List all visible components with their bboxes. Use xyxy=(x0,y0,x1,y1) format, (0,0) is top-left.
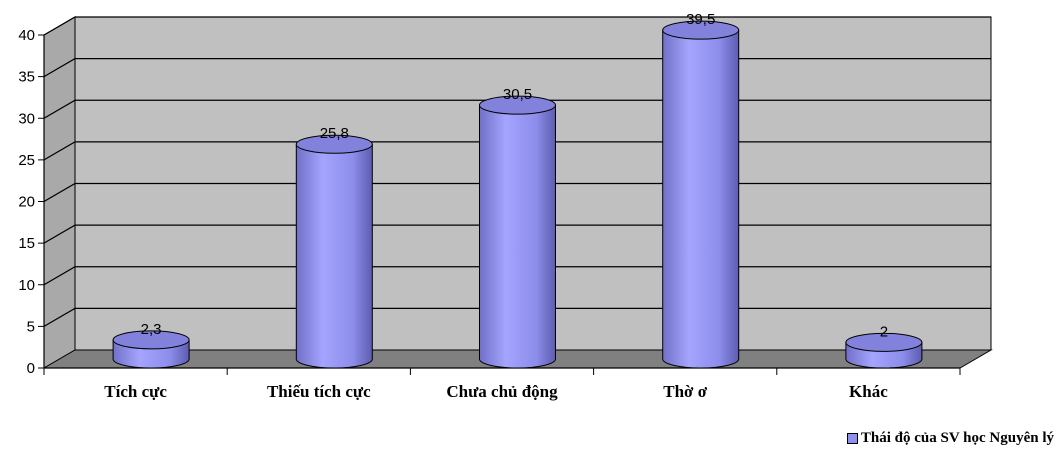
bar xyxy=(479,95,556,369)
bar xyxy=(662,20,740,369)
bar xyxy=(112,330,190,369)
bar-top xyxy=(479,95,556,115)
data-label: 25,8 xyxy=(320,125,349,142)
bar-top xyxy=(662,20,740,40)
data-label: 39,5 xyxy=(686,11,715,28)
category-label: Tích cực xyxy=(104,382,167,401)
bar-body xyxy=(295,143,373,369)
bar xyxy=(845,332,923,369)
bar-top xyxy=(112,330,190,350)
bar xyxy=(295,134,373,369)
data-label: 2,3 xyxy=(141,321,162,338)
bar-body xyxy=(662,29,740,369)
gridline xyxy=(43,16,991,36)
y-tick-label: 5 xyxy=(27,318,35,335)
legend-label: Thái độ của SV học Nguyên lý xyxy=(860,430,1054,446)
y-tick-label: 35 xyxy=(18,69,35,86)
y-tick-label: 15 xyxy=(18,235,35,252)
bar-top xyxy=(845,332,923,352)
y-tick-label: 10 xyxy=(18,277,35,294)
y-tick-label: 25 xyxy=(18,152,35,169)
legend: Thái độ của SV học Nguyên lý xyxy=(846,430,1054,447)
y-tick-label: 40 xyxy=(18,27,35,44)
y-tick-label: 0 xyxy=(27,360,35,377)
bar-chart: 0 5 10 15 20 25 30 35 40 2,3 25,8 30,5 39,5 2 Tích c… xyxy=(18,11,993,401)
legend-swatch xyxy=(846,433,858,444)
bars: 2,3 25,8 30,5 39,5 2 xyxy=(112,11,923,369)
bar-body xyxy=(479,104,556,369)
category-label: Thiếu tích cực xyxy=(267,382,371,401)
y-tick-label: 30 xyxy=(18,110,35,127)
y-axis-ticks: 0 5 10 15 20 25 30 35 40 xyxy=(18,27,44,377)
category-label: Chưa chủ động xyxy=(446,382,558,401)
bar-top xyxy=(295,134,373,154)
category-label: Thờ ơ xyxy=(663,382,707,401)
data-label: 2 xyxy=(880,323,888,340)
category-label: Khác xyxy=(849,382,888,401)
category-labels: Tích cực Thiếu tích cực Chưa chủ động Thờ ơ… xyxy=(104,382,888,401)
data-label: 30,5 xyxy=(503,86,532,103)
y-tick-label: 20 xyxy=(18,194,35,211)
